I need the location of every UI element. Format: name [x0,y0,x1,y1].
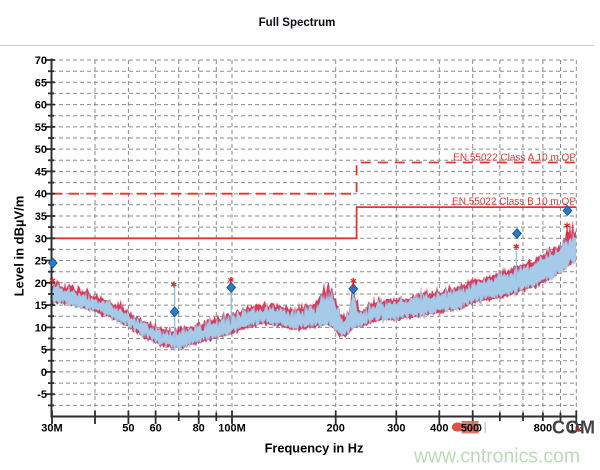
svg-text:500: 500 [461,423,479,435]
svg-text:80: 80 [193,423,205,435]
svg-text:www.cntronics.com: www.cntronics.com [413,445,580,468]
svg-text:5: 5 [41,345,47,357]
svg-text:EN 55022 Class A 10 m QP: EN 55022 Class A 10 m QP [453,153,576,164]
svg-text:20: 20 [35,278,47,290]
svg-text:EN 55022 Class B 10 m QP: EN 55022 Class B 10 m QP [452,197,576,208]
svg-text:COM: COM [552,418,596,438]
svg-text:30: 30 [35,233,47,245]
svg-text:45: 45 [35,166,47,178]
svg-text:30M: 30M [41,423,62,435]
svg-text:25: 25 [35,256,47,268]
svg-text:50: 50 [122,423,134,435]
svg-text:40: 40 [35,189,47,201]
svg-text:Frequency in Hz: Frequency in Hz [265,441,364,456]
svg-text:200: 200 [327,423,345,435]
svg-text:Level in dBµV/m: Level in dBµV/m [12,196,27,297]
svg-text:65: 65 [35,77,47,89]
svg-text:800: 800 [534,423,552,435]
svg-text:Full Spectrum: Full Spectrum [259,17,336,29]
svg-text:-5: -5 [37,389,47,401]
svg-text:300: 300 [387,423,405,435]
svg-text:100M: 100M [218,423,246,435]
svg-text:35: 35 [35,211,47,223]
svg-text:60: 60 [149,423,161,435]
svg-text:15: 15 [35,300,47,312]
svg-text:400: 400 [430,423,448,435]
svg-text:55: 55 [35,122,47,134]
svg-text:10: 10 [35,322,47,334]
svg-text:50: 50 [35,144,47,156]
svg-text:60: 60 [35,100,47,112]
svg-text:0: 0 [41,367,47,379]
svg-text:70: 70 [35,55,47,67]
svg-text:1G: 1G [569,423,584,435]
